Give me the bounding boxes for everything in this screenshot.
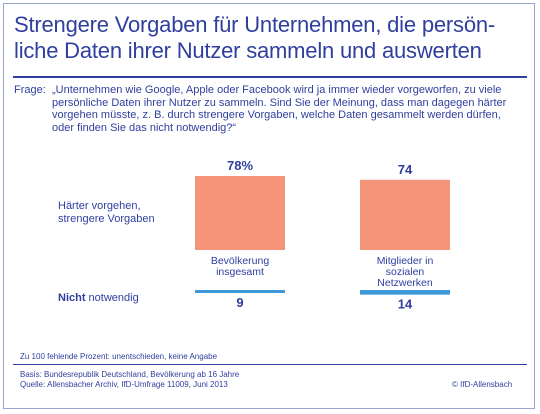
chart-frame [3,3,535,409]
row-label-harder-line1: Härter vorgehen, [58,200,141,212]
row-label-not-bold: Nicht [58,292,86,304]
bar-label-harder-0: 78% [227,158,253,173]
footnote: Zu 100 fehlende Prozent: unentschieden, … [20,352,218,361]
category-label-1-2: Netzwerken [377,277,433,289]
row-label-not-necessary: Nicht notwendig [58,292,139,305]
row-label-harder-line2: strengere Vorgaben [58,213,155,225]
question-label: Frage: [14,84,46,96]
category-label-1-1: sozialen [386,266,425,278]
chart-title: Strengere Vorgaben für Unternehmen, die … [14,12,524,64]
title-rule [13,76,527,78]
question-text: „Unternehmen wie Google, Apple oder Face… [52,84,507,134]
footer-rule [13,364,527,365]
category-label-0-0: Bevölkerung [211,255,270,267]
bar-label-harder-1: 74 [398,162,413,177]
title-line-2: liche Daten ihrer Nutzer sammeln und aus… [14,38,482,63]
basis-note: Basis: Bundesrepublik Deutschland, Bevöl… [20,370,240,379]
bar-label-not-necessary-1: 14 [398,297,413,312]
title-line-1: Strengere Vorgaben für Unternehmen, die … [14,12,496,37]
copyright-note: © IfD-Allensbach [452,380,513,389]
bar-harder-1 [360,179,450,250]
bar-not-necessary-1 [360,290,450,295]
bar-label-not-necessary-0: 9 [236,295,243,310]
bar-harder-0 [195,176,285,250]
category-label-1-0: Mitglieder in [377,255,434,267]
row-label-not-rest: notwendig [85,292,139,304]
source-note: Quelle: Allensbacher Archiv, IfD-Umfrage… [20,380,228,389]
category-label-0-1: insgesamt [216,266,264,278]
row-label-harder: Härter vorgehen, strengere Vorgaben [58,200,155,226]
bar-not-necessary-0 [195,290,285,293]
